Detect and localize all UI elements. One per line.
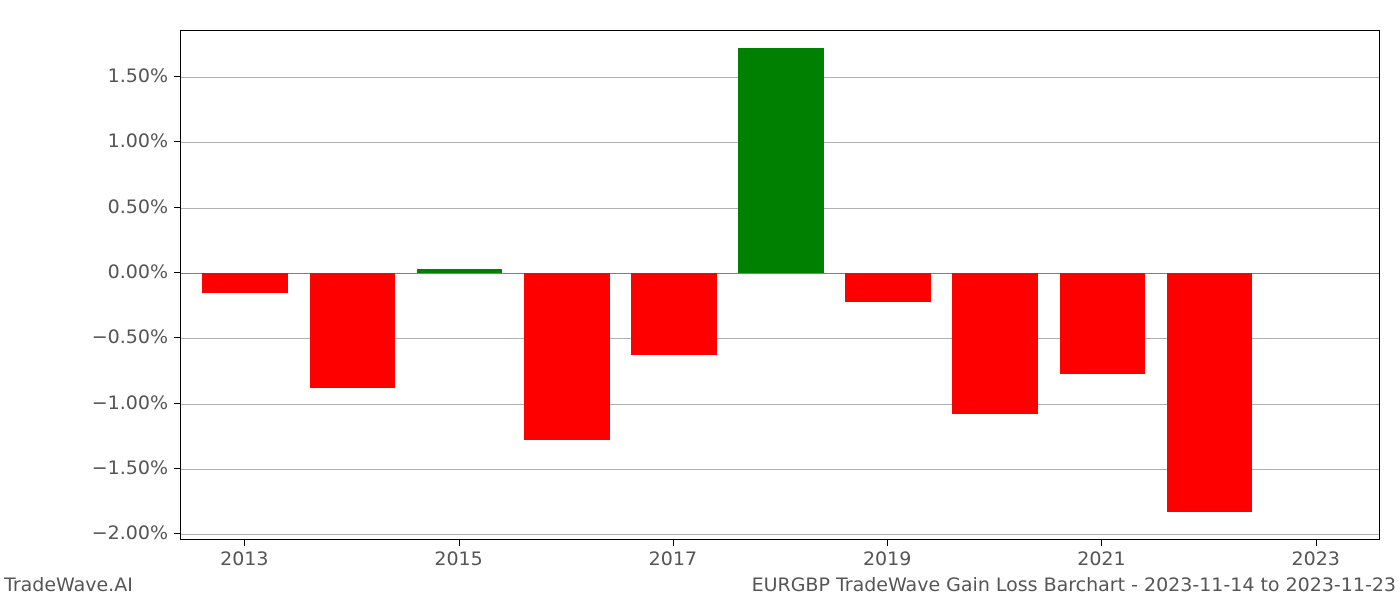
bar [1060,273,1146,374]
x-tick [1101,540,1102,546]
chart-container: TradeWave.AI EURGBP TradeWave Gain Loss … [0,0,1400,600]
x-tick [673,540,674,546]
bar [952,273,1038,414]
bar [417,269,503,273]
y-tick-label: 1.50% [0,65,168,87]
y-tick-label: −2.00% [0,522,168,544]
x-tick [887,540,888,546]
bar [202,273,288,293]
y-tick [174,141,180,142]
x-tick-label: 2017 [649,548,697,570]
plot-area [180,30,1380,540]
y-tick [174,207,180,208]
bar [631,273,717,355]
x-tick-label: 2015 [434,548,482,570]
x-tick-label: 2019 [863,548,911,570]
y-tick-label: 0.50% [0,196,168,218]
y-tick-label: −1.00% [0,392,168,414]
x-tick-label: 2021 [1077,548,1125,570]
x-tick [1316,540,1317,546]
y-tick-label: −0.50% [0,326,168,348]
y-tick [174,76,180,77]
footer-left-brand: TradeWave.AI [4,574,133,596]
y-tick-label: 1.00% [0,130,168,152]
y-tick [174,272,180,273]
y-tick [174,468,180,469]
bar [310,273,396,388]
x-tick-label: 2013 [220,548,268,570]
bar [738,48,824,273]
bar [524,273,610,440]
x-tick-label: 2023 [1292,548,1340,570]
y-tick [174,533,180,534]
gridline [181,534,1379,535]
bar [1167,273,1253,512]
y-tick-label: 0.00% [0,261,168,283]
footer-right-title: EURGBP TradeWave Gain Loss Barchart - 20… [752,574,1396,596]
y-tick-label: −1.50% [0,457,168,479]
x-tick [244,540,245,546]
x-tick [459,540,460,546]
y-tick [174,403,180,404]
bar [845,273,931,302]
y-tick [174,337,180,338]
